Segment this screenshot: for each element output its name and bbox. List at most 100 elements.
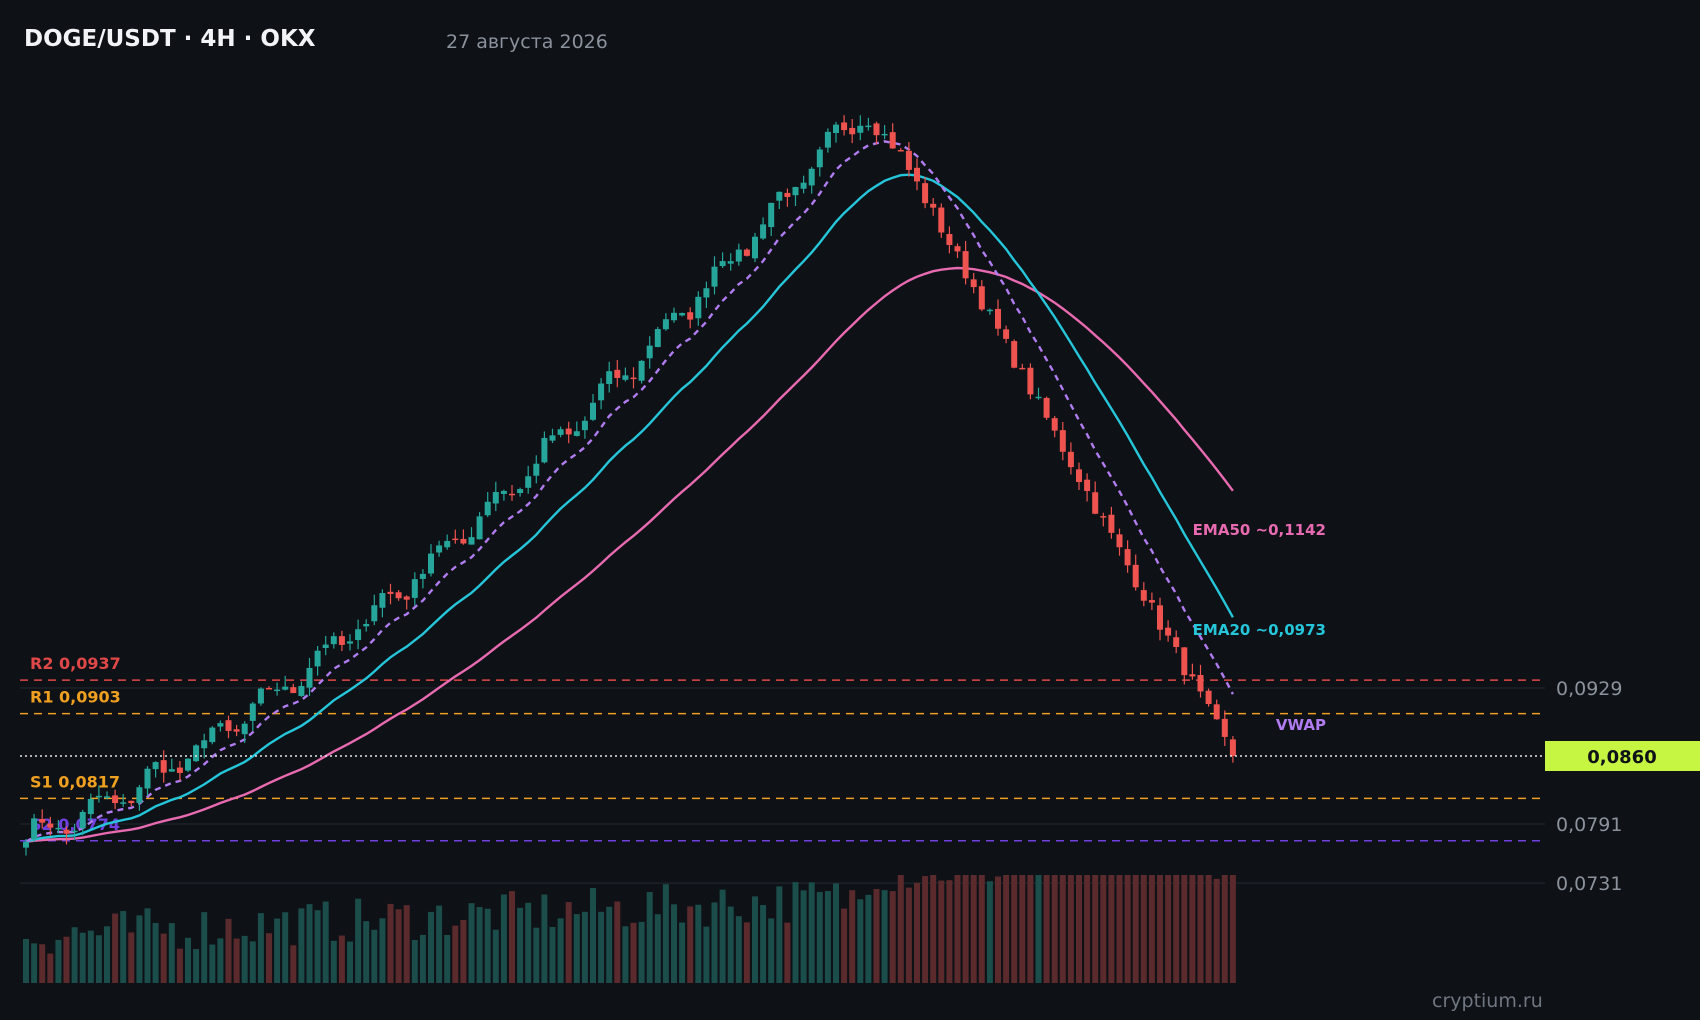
candle-body [160, 760, 167, 773]
volume-bar [816, 891, 823, 983]
candle-body [476, 516, 483, 540]
volume-bar [606, 906, 613, 983]
volume-bar [104, 926, 110, 983]
candle-body [962, 251, 969, 279]
volume-bar [1108, 875, 1115, 983]
volume-bar [614, 901, 621, 983]
candle-body [411, 579, 418, 598]
volume-bar [1059, 875, 1066, 983]
volume-bar [128, 932, 135, 983]
candle-body [889, 132, 896, 149]
volume-bar [905, 887, 912, 983]
candle-body [922, 183, 929, 204]
volume-bar [509, 891, 515, 983]
candle-body [144, 768, 151, 789]
candle-body [808, 168, 815, 186]
candle-body [314, 650, 321, 667]
volume-bar [1011, 875, 1018, 983]
candle-body [347, 641, 353, 644]
candle-body [1173, 637, 1180, 647]
candle-body [1140, 590, 1147, 601]
candle-body [930, 203, 937, 208]
candle-body [1197, 675, 1204, 692]
volume-bar [47, 953, 54, 983]
volume-bar [330, 940, 337, 983]
volume-bar [654, 914, 661, 983]
volume-bar [411, 939, 418, 983]
volume-bar [500, 894, 507, 983]
volume-bar [452, 925, 459, 983]
volume-bar [784, 922, 791, 983]
volume-bar [1116, 875, 1123, 983]
volume-bar [938, 880, 945, 983]
volume-bar [849, 890, 856, 983]
candle-body [257, 688, 264, 704]
volume-bar [1076, 875, 1082, 983]
volume-bar [1035, 875, 1042, 983]
candle-body [1205, 690, 1212, 705]
current-price-label: 0,0860 [1587, 747, 1656, 768]
volume-bar [1003, 875, 1010, 983]
candle-body [735, 249, 742, 262]
volume-bar [298, 908, 305, 983]
volume-bar [970, 875, 977, 983]
volume-bar [703, 926, 710, 983]
volume-bar [662, 884, 669, 983]
candle-body [873, 123, 880, 136]
candle-body [646, 345, 653, 359]
candle-body [468, 537, 475, 545]
candle-body [39, 818, 46, 823]
volume-bar [1051, 875, 1058, 983]
candle-body [444, 540, 451, 548]
candle-body [1027, 367, 1034, 395]
volume-bar [314, 910, 321, 983]
candle-body [87, 798, 94, 815]
volume-bar [517, 907, 524, 983]
candle-body [573, 431, 580, 436]
candle-body [671, 312, 677, 321]
candle-body [193, 745, 200, 762]
candle-body [776, 191, 783, 201]
volume-bar [865, 894, 872, 983]
candle-body [549, 435, 556, 441]
volume-bar [338, 935, 345, 983]
volume-bar [978, 875, 985, 983]
volume-bar [752, 896, 758, 983]
volume-bar [55, 939, 62, 983]
candle-body [630, 377, 637, 380]
candle-body [784, 192, 791, 197]
volume-bar [71, 927, 78, 983]
candle-body [484, 501, 491, 516]
volume-bar [23, 938, 29, 983]
candle-body [1092, 492, 1099, 514]
volume-bar [687, 906, 694, 983]
candle-body [525, 476, 532, 488]
volume-bar [897, 875, 904, 983]
volume-bar [962, 875, 969, 983]
candle-body [330, 636, 337, 645]
candle-body [452, 538, 459, 541]
volume-bar [638, 921, 645, 983]
candle-body [136, 787, 143, 803]
candle-body [703, 288, 710, 298]
volume-bar [1205, 875, 1212, 983]
volume-bar [403, 905, 410, 983]
volume-bar [209, 944, 216, 983]
candle-body [1221, 718, 1228, 737]
volume-bar [176, 948, 183, 983]
ema20-line [25, 173, 1234, 843]
candle-body [266, 687, 272, 690]
volume-bar [266, 933, 272, 983]
volume-bar [622, 926, 629, 983]
candle-body [1035, 396, 1042, 399]
volume-bar [160, 933, 167, 983]
candle-body [590, 402, 596, 420]
candle-body [978, 286, 985, 310]
candle-body [857, 125, 864, 133]
volume-bar [930, 875, 937, 983]
candle-body [970, 279, 977, 288]
volume-bar [290, 945, 297, 983]
volume-bar [727, 906, 734, 983]
candle-body [946, 234, 953, 245]
